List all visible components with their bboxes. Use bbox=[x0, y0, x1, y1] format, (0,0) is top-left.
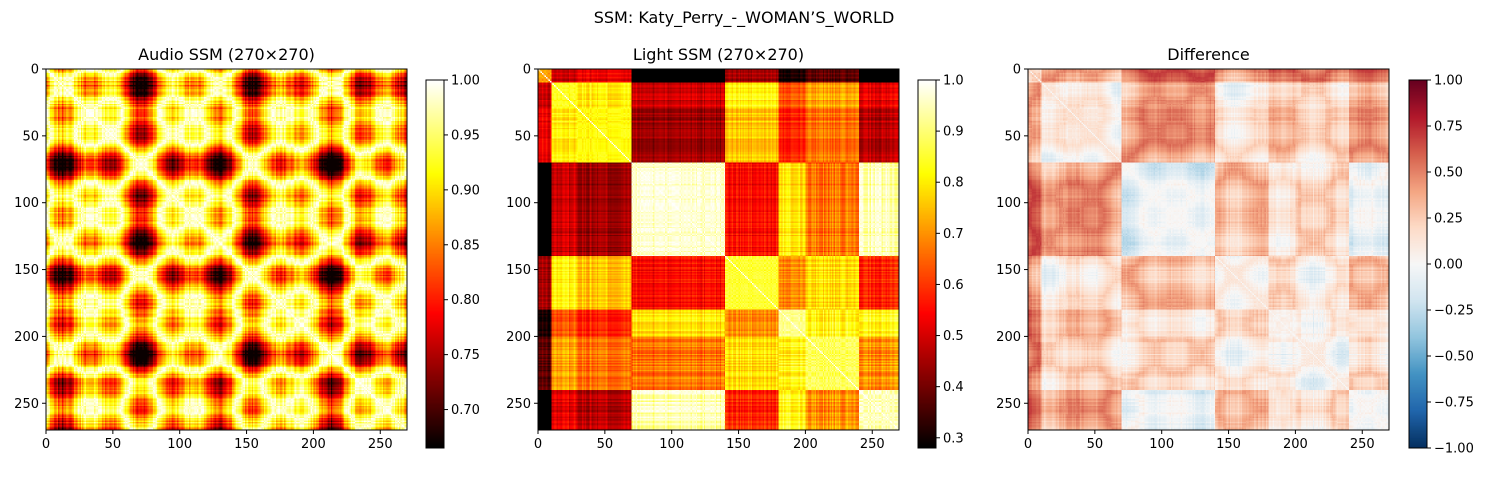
colorbar-tick-label: 0.50 bbox=[1434, 166, 1463, 181]
x-tick-label: 250 bbox=[860, 437, 885, 452]
colorbar-tick-label: 0.80 bbox=[451, 293, 480, 308]
colorbar-tick-label: 0.25 bbox=[1434, 212, 1463, 227]
panel-title: Audio SSM (270×270) bbox=[138, 45, 315, 64]
x-tick-label: 100 bbox=[1149, 437, 1174, 452]
x-tick-label: 200 bbox=[301, 437, 326, 452]
colorbar-gradient bbox=[918, 80, 936, 448]
colorbar-tick-label: −0.25 bbox=[1434, 304, 1474, 319]
colorbar-gradient bbox=[1409, 80, 1427, 448]
x-tick-label: 100 bbox=[659, 437, 684, 452]
x-tick-label: 150 bbox=[726, 437, 751, 452]
colorbar: 1.00 0.75 0.50 0.25 0.00 −0.25 −0.50 −0.75 −1.00 bbox=[1408, 74, 1474, 457]
colorbar-tick-label: 0.5 bbox=[943, 329, 964, 344]
panel-1: Audio SSM (270×270) 0 50 100 150 200 250 0 50 100… bbox=[14, 45, 480, 452]
colorbar-tick-label: 0.7 bbox=[943, 227, 964, 242]
y-tick-label: 250 bbox=[996, 397, 1021, 412]
colorbar-tick-label: 0.4 bbox=[943, 380, 964, 395]
x-tick-label: 0 bbox=[1024, 437, 1032, 452]
x-tick-label: 250 bbox=[368, 437, 393, 452]
y-tick-label: 0 bbox=[1013, 63, 1021, 78]
colorbar-tick-label: 0.90 bbox=[451, 183, 480, 198]
colorbar: 0.70 0.75 0.80 0.85 0.90 0.95 1.00 bbox=[425, 74, 480, 449]
x-tick-label: 250 bbox=[1350, 437, 1375, 452]
y-tick-label: 200 bbox=[506, 330, 531, 345]
colorbar-tick-label: 0.95 bbox=[451, 128, 480, 143]
x-tick-label: 50 bbox=[105, 437, 122, 452]
y-tick-label: 100 bbox=[506, 196, 531, 211]
x-tick-label: 0 bbox=[42, 437, 50, 452]
y-tick-label: 250 bbox=[14, 397, 39, 412]
y-tick-label: 200 bbox=[996, 330, 1021, 345]
x-tick-label: 50 bbox=[597, 437, 614, 452]
axes-frame bbox=[45, 68, 408, 431]
colorbar-tick-label: −0.75 bbox=[1434, 396, 1474, 411]
y-tick-label: 150 bbox=[506, 263, 531, 278]
figure-title: SSM: Katy_Perry_-_WOMAN’S_WORLD bbox=[594, 8, 895, 28]
colorbar-tick-label: 0.6 bbox=[943, 278, 964, 293]
heatmap-image bbox=[1028, 69, 1389, 430]
colorbar-tick-label: 0.75 bbox=[1434, 120, 1463, 135]
heatmap-image bbox=[46, 69, 407, 430]
x-tick-label: 100 bbox=[167, 437, 192, 452]
colorbar-frame bbox=[425, 79, 445, 449]
colorbar-tick-label: −0.50 bbox=[1434, 350, 1474, 365]
colorbar-tick-label: 0.85 bbox=[451, 238, 480, 253]
x-tick-label: 150 bbox=[1216, 437, 1241, 452]
colorbar-tick-label: 0.00 bbox=[1434, 258, 1463, 273]
y-tick-label: 50 bbox=[514, 129, 531, 144]
axes-frame bbox=[537, 68, 900, 431]
colorbar-frame bbox=[917, 79, 937, 449]
panel-2: Light SSM (270×270) 0 50 100 150 200 250 0 50 100… bbox=[506, 45, 964, 452]
x-tick-label: 50 bbox=[1087, 437, 1104, 452]
y-tick-label: 0 bbox=[523, 63, 531, 78]
y-tick-label: 250 bbox=[506, 397, 531, 412]
colorbar-tick-label: 0.9 bbox=[943, 125, 964, 140]
y-tick-label: 100 bbox=[14, 196, 39, 211]
colorbar-tick-label: 0.3 bbox=[943, 431, 964, 446]
colorbar-tick-label: 1.00 bbox=[1434, 74, 1463, 89]
y-tick-label: 50 bbox=[22, 129, 39, 144]
axes-frame bbox=[1027, 68, 1390, 431]
colorbar: 0.3 0.4 0.5 0.6 0.7 0.8 0.9 1.0 bbox=[917, 74, 964, 449]
x-tick-label: 0 bbox=[534, 437, 542, 452]
y-tick-label: 50 bbox=[1004, 129, 1021, 144]
panel-title: Difference bbox=[1167, 45, 1249, 64]
colorbar-gradient bbox=[426, 80, 444, 448]
panel-3: Difference 0 50 100 150 200 250 0 50 100 150 200 250… bbox=[996, 45, 1474, 457]
colorbar-tick-label: 0.75 bbox=[451, 348, 480, 363]
colorbar-tick-label: 1.00 bbox=[451, 74, 480, 89]
y-tick-label: 100 bbox=[996, 196, 1021, 211]
colorbar-tick-label: 0.8 bbox=[943, 176, 964, 191]
colorbar-tick-label: 0.70 bbox=[451, 403, 480, 418]
colorbar-tick-label: 1.0 bbox=[943, 74, 964, 89]
heatmap-image bbox=[538, 69, 899, 430]
y-tick-label: 150 bbox=[996, 263, 1021, 278]
colorbar-tick-label: −1.00 bbox=[1434, 442, 1474, 457]
y-tick-label: 150 bbox=[14, 263, 39, 278]
x-tick-label: 150 bbox=[234, 437, 259, 452]
x-tick-label: 200 bbox=[793, 437, 818, 452]
y-tick-label: 0 bbox=[31, 63, 39, 78]
y-tick-label: 200 bbox=[14, 330, 39, 345]
panel-title: Light SSM (270×270) bbox=[633, 45, 804, 64]
x-tick-label: 200 bbox=[1283, 437, 1308, 452]
